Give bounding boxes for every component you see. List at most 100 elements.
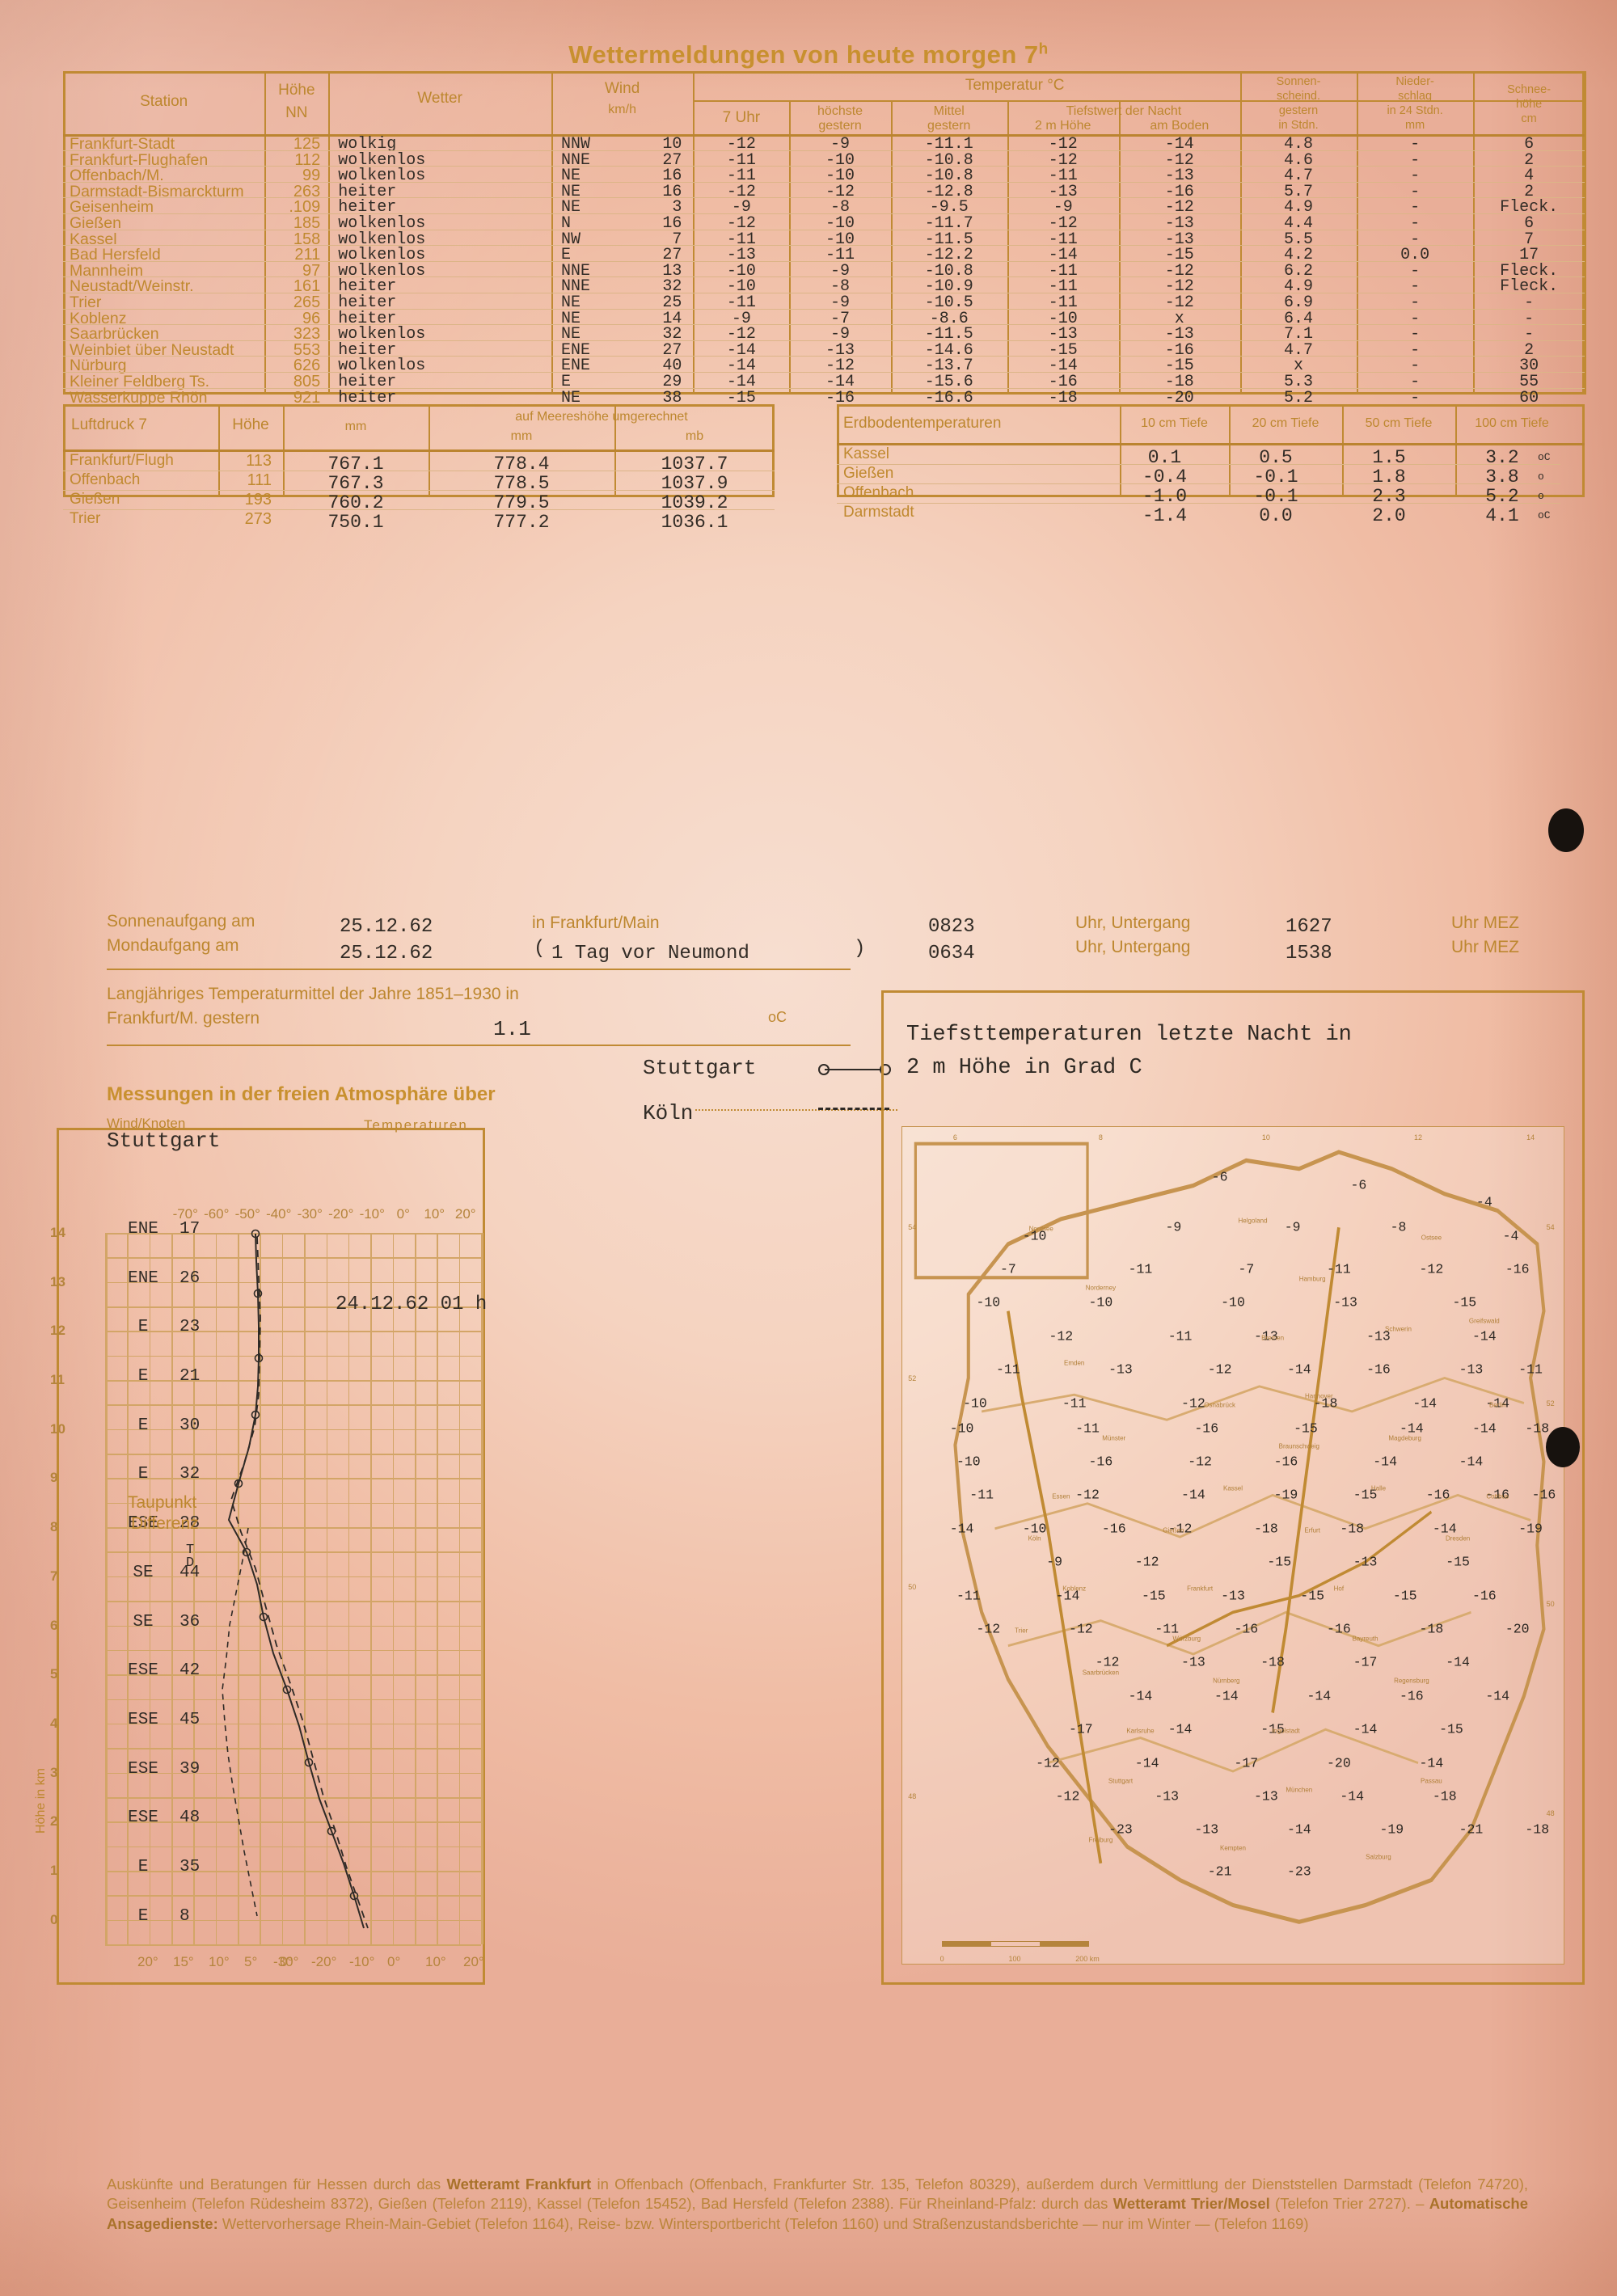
cell-schnee: - [1524,293,1535,312]
cell-t7: -10 [726,261,756,281]
sonde-axis-left [105,1233,108,1944]
footer-part-4: Wettervorhersage Rhein-Main-Gebiet (Tele… [217,2214,1309,2232]
sonde-wind-dir: ENE [128,1268,158,1288]
map-city-name: Köln [1028,1534,1041,1543]
pressure-cell-station: Offenbach [70,471,141,488]
map-temp-value: -15 [1446,1554,1470,1570]
header-hoehe: Höhe [278,82,315,99]
cell-tminboden: -12 [1164,261,1194,281]
column-divider [1118,100,1121,395]
sonde-data-point [253,1289,263,1298]
cell-sonne: 5.5 [1284,230,1314,249]
map-temp-value: -10 [1022,1521,1047,1537]
map-temp-value: -16 [1400,1688,1424,1704]
row-separator [63,356,1585,357]
cell-sonne: 5.2 [1284,388,1314,407]
moon-paren-close: ) [854,938,866,960]
cell-tmin2m: -15 [1048,340,1078,360]
footer-bold-1: Wetteramt Frankfurt [446,2176,592,2193]
map-temp-value: -13 [1108,1361,1133,1378]
cell-schnee: 17 [1519,246,1539,265]
cell-t7: -11 [726,230,756,249]
map-temp-value: -9 [1046,1554,1063,1570]
moonset-label: Uhr, Untergang [1075,938,1191,956]
cell-schnee: Fleck. [1500,277,1559,297]
soil-cell-d20: 0.0 [1259,505,1293,526]
cell-t7: -12 [726,135,756,154]
map-temp-value: -14 [1400,1420,1424,1437]
map-city-name: Braunschweig [1278,1442,1319,1450]
cell-nieder: - [1410,325,1421,344]
soil-header-d20: 20 cm Tiefe [1252,416,1319,430]
sonde-data-point [259,1612,268,1622]
cell-nieder: 0.0 [1400,246,1430,265]
sonde-gridline-h [105,1674,481,1676]
sonde-gridline-h [105,1233,481,1235]
map-temp-value: -14 [1286,1361,1311,1378]
header-wetter: Wetter [417,90,462,107]
map-temp-value: -11 [1327,1261,1351,1277]
cell-tmittel: -11.5 [924,325,973,344]
page-title-sup: h [1038,40,1049,58]
map-temp-value: -10 [1022,1228,1047,1244]
pressure-cell-mm: 767.3 [327,473,384,494]
header-sonnenschein-l3: in Stdn. [1278,119,1319,132]
cell-wetter: wolkenlos [338,167,426,186]
cell-wind-speed: 13 [662,261,682,281]
sonde-gridline-h [105,1429,481,1431]
cell-tmin2m: -12 [1048,214,1078,233]
map-tick-left: 48 [908,1792,917,1800]
map-city-name: Schwerin [1385,1325,1412,1333]
cell-tminboden: -16 [1164,182,1194,201]
map-city-name: Erfurt [1304,1526,1320,1534]
cell-wind-dir: NE [560,198,581,217]
cell-wind-dir: NNE [560,261,590,281]
map-temp-value: -16 [1273,1454,1298,1470]
cell-tmin2m: -10 [1048,309,1078,328]
cell-wetter: heiter [338,198,397,217]
sonde-altitude-label: 12 [50,1323,65,1339]
sonde-trace-svg [222,1229,369,1929]
map-city-name: Hof [1333,1585,1345,1593]
soil-cell-unit: o [1538,471,1544,483]
soil-col-divider [1342,404,1344,497]
map-temp-value: -14 [1353,1721,1378,1737]
map-tick-left: 50 [908,1583,917,1592]
map-temp-value: -13 [1221,1588,1245,1604]
header-niederschlag-l2: in 24 Stdn. [1387,104,1443,117]
cell-wind-dir: NE [560,325,581,344]
cell-schnee: 30 [1519,357,1539,376]
cell-sonne: 4.9 [1284,198,1314,217]
map-outline-svg [914,1142,1546,1924]
map-temp-value: -15 [1353,1487,1378,1503]
cell-station: Koblenz [70,309,127,327]
map-city-name: Berlin [1488,1401,1506,1409]
cell-wetter: heiter [338,277,397,297]
map-temp-value: -18 [1432,1788,1457,1804]
sonde-bottom-tick-right: -10° [349,1954,375,1969]
sonde-wind-knots: 45 [179,1710,201,1729]
pressure-cell-meer-mm: 778.4 [493,454,550,475]
map-temp-value: -14 [1307,1688,1332,1704]
map-temp-value: -11 [1128,1261,1153,1277]
cell-t7: -14 [726,357,756,376]
map-city-name: München [1286,1786,1313,1794]
cell-t7: -14 [726,373,756,391]
cell-tmax: -11 [825,246,855,265]
cell-wind-dir: NE [560,388,581,407]
header-sonnenschein-l1: scheind. [1277,90,1321,103]
sonde-axis-right [481,1233,483,1944]
main-weather-table [63,71,1585,395]
map-temp-value: -11 [1167,1328,1193,1344]
header-niederschlag-l3: mm [1405,119,1425,132]
sonde-gridline-v [127,1233,129,1944]
cell-wetter: wolkenlos [338,325,426,344]
map-temp-value: -14 [1485,1688,1510,1704]
cell-tmax: -9 [830,293,851,312]
cell-tmin2m: -14 [1048,357,1078,376]
cell-hoehe: 211 [294,246,321,264]
map-title-line1: Tiefsttemperaturen letzte Nacht in [906,1023,1352,1047]
map-tick-left: 52 [908,1374,917,1382]
map-temp-value: -16 [1101,1521,1126,1537]
sonde-wind-dir: E [137,1465,149,1484]
